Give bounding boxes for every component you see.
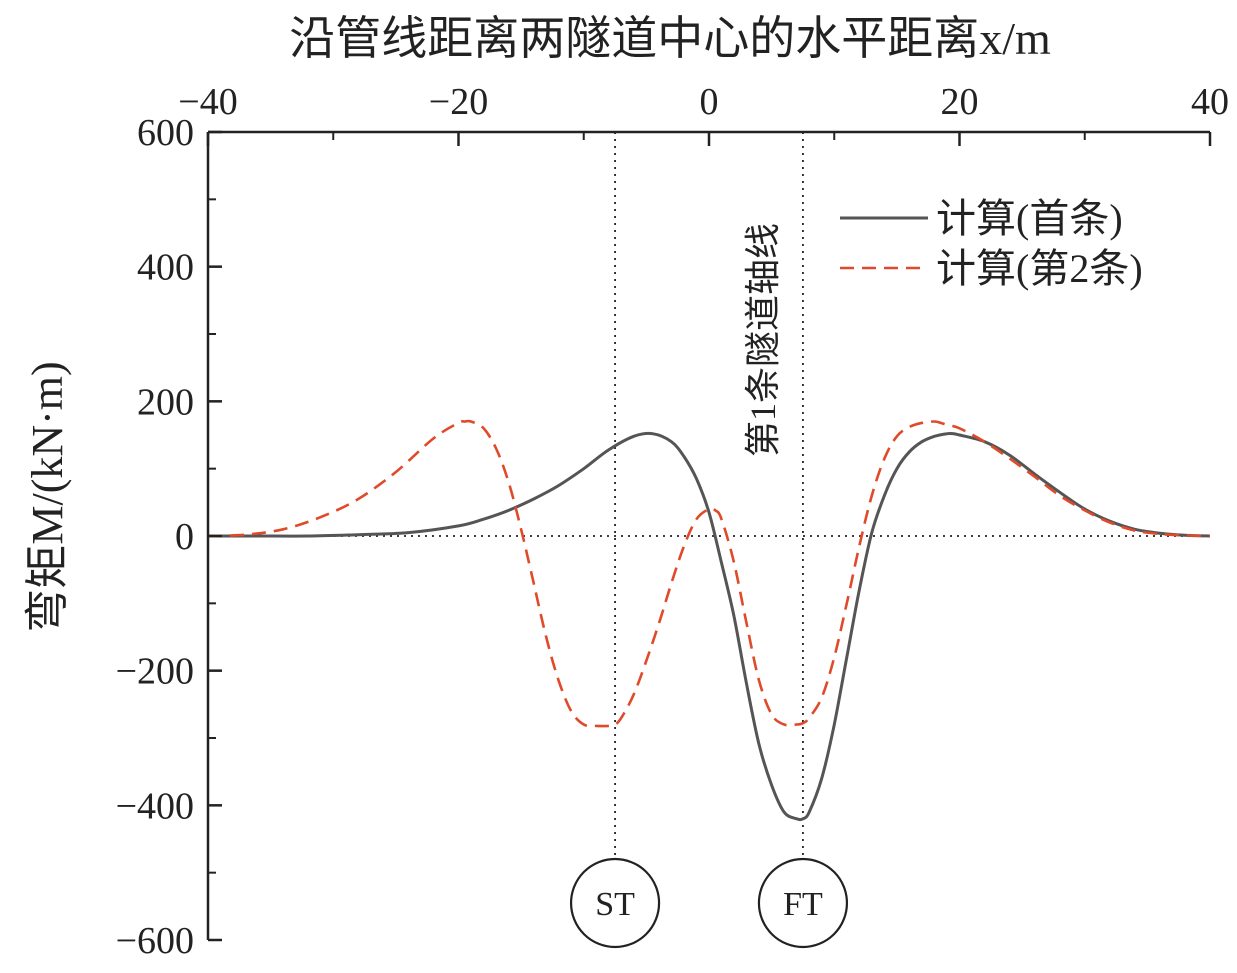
series-layer	[207, 419, 1211, 822]
axes	[206, 130, 1212, 942]
x-tick-label: −40	[178, 81, 237, 123]
series-first-tunnel-line	[208, 431, 1211, 822]
y-tick-label: 200	[137, 381, 194, 423]
y-axis-title: 弯矩M/(kN·m)	[23, 361, 72, 632]
legend-label: 计算(第2条)	[936, 246, 1143, 291]
tunnel-marker-label: ST	[595, 886, 635, 923]
x-tick-label: −20	[429, 81, 488, 123]
reference-lines	[208, 132, 1210, 859]
series-second-tunnel-line	[207, 419, 1211, 728]
tunnel-marker-circle	[757, 857, 849, 949]
tunnel-marker-circle	[569, 857, 661, 949]
legend-label: 计算(首条)	[936, 196, 1123, 241]
y-tick-label: 400	[137, 247, 194, 289]
x-axis-title: 沿管线距离两隧道中心的水平距离x/m	[289, 13, 1051, 64]
y-tick-label: 600	[137, 112, 194, 154]
y-tick-label: −600	[116, 920, 194, 962]
y-tick-label: 0	[175, 516, 194, 558]
y-tick-label: −400	[116, 785, 194, 827]
x-tick-label: 0	[700, 81, 719, 123]
x-tick-label: 40	[1191, 81, 1229, 123]
tunnel-axis-annotation: 第1条隧道轴线	[743, 223, 783, 457]
x-tick-label: 20	[941, 81, 979, 123]
tunnel-marker-label: FT	[783, 886, 823, 923]
tunnel-markers: ST FT	[569, 857, 849, 949]
legend: 计算(首条) 计算(第2条)	[840, 196, 1143, 291]
y-tick-label: −200	[116, 651, 194, 693]
